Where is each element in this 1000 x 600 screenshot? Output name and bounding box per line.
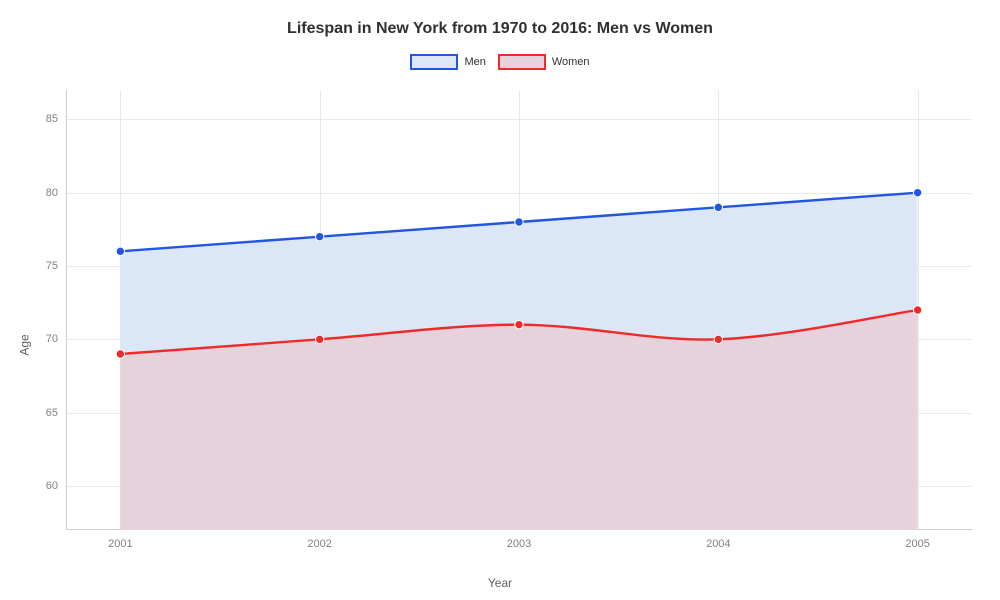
series-marker-women[interactable]	[515, 320, 523, 328]
y-tick-label: 75	[46, 260, 66, 272]
y-tick-label: 80	[46, 187, 66, 199]
y-tick-label: 60	[46, 480, 66, 492]
x-tick-label: 2003	[507, 530, 531, 550]
legend-swatch-men	[410, 54, 458, 70]
chart-title: Lifespan in New York from 1970 to 2016: …	[0, 0, 1000, 38]
legend-label-men: Men	[464, 56, 485, 68]
plot-area: 60657075808520012002200320042005	[66, 90, 972, 530]
legend-swatch-women	[498, 54, 546, 70]
y-axis-label: Age	[18, 334, 32, 355]
series-marker-women[interactable]	[315, 335, 323, 343]
x-tick-label: 2005	[905, 530, 929, 550]
series-marker-men[interactable]	[515, 218, 523, 226]
x-axis-label: Year	[0, 576, 1000, 590]
x-tick-label: 2001	[108, 530, 132, 550]
series-marker-women[interactable]	[913, 306, 921, 314]
y-tick-label: 85	[46, 113, 66, 125]
series-marker-women[interactable]	[116, 350, 124, 358]
x-tick-label: 2004	[706, 530, 730, 550]
legend: Men Women	[0, 54, 1000, 70]
x-tick-label: 2002	[307, 530, 331, 550]
legend-item-men[interactable]: Men	[410, 54, 485, 70]
y-tick-label: 70	[46, 333, 66, 345]
series-marker-men[interactable]	[315, 232, 323, 240]
series-marker-men[interactable]	[913, 188, 921, 196]
series-marker-men[interactable]	[116, 247, 124, 255]
y-tick-label: 65	[46, 407, 66, 419]
series-svg	[66, 90, 972, 530]
legend-label-women: Women	[552, 56, 590, 68]
series-marker-men[interactable]	[714, 203, 722, 211]
plot-wrap: Age Year 6065707580852001200220032004200…	[0, 90, 1000, 600]
series-marker-women[interactable]	[714, 335, 722, 343]
legend-item-women[interactable]: Women	[498, 54, 590, 70]
